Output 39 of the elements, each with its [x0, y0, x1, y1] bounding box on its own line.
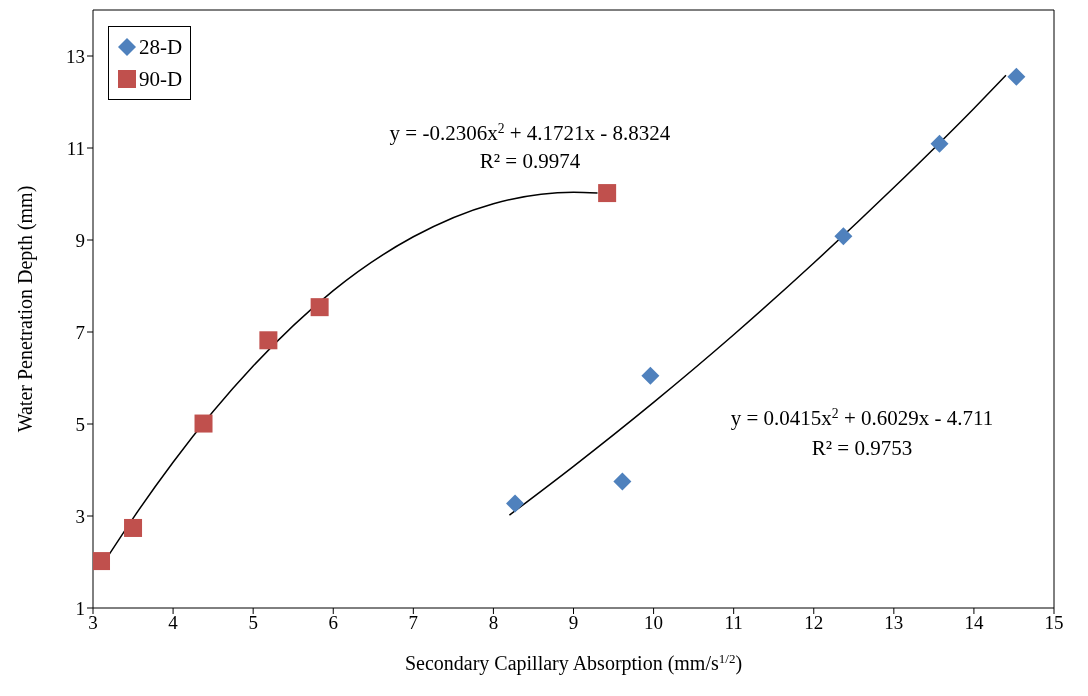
legend-label: 28-D: [139, 34, 183, 61]
annotation: R² = 0.9974: [479, 149, 581, 173]
x-tick-label: 4: [168, 612, 179, 634]
point: [598, 184, 617, 203]
x-tick-label: 6: [328, 612, 338, 634]
y-tick-label: 5: [75, 413, 85, 435]
annotation: R² = 0.9753: [811, 436, 913, 460]
x-tick-label: 13: [884, 612, 904, 634]
point: [310, 298, 329, 317]
y-tick-label: 9: [75, 229, 85, 251]
y-tick-label: 3: [75, 505, 85, 527]
x-tick-label: 11: [724, 612, 743, 634]
x-tick-label: 15: [1044, 612, 1064, 634]
point: [194, 414, 213, 433]
point: [834, 227, 853, 246]
x-tick-label: 5: [248, 612, 258, 634]
x-tick-label: 8: [488, 612, 499, 634]
point: [930, 134, 949, 153]
x-tick-label: 14: [964, 612, 984, 634]
point: [641, 366, 660, 385]
x-tick-label: 7: [408, 612, 419, 634]
y-tick-label: 13: [66, 45, 85, 67]
x-tick-label: 9: [568, 612, 579, 634]
x-tick-label: 10: [644, 612, 664, 634]
x-tick-label: 12: [804, 612, 824, 634]
y-tick-label: 1: [75, 597, 85, 619]
x-axis-title: Secondary Capillary Absorption (mm/s$^{1/2}$): [404, 650, 743, 675]
legend-label: 90-D: [139, 66, 183, 93]
annotation: y = -0.2306x$^{2}$ + 4.1721x - 8.8324: [389, 120, 671, 145]
point: [1007, 67, 1026, 86]
point: [93, 552, 111, 571]
point: [506, 494, 525, 513]
y-tick-label: 7: [75, 321, 85, 343]
y-tick-label: 11: [66, 137, 85, 159]
point: [124, 518, 143, 537]
y-axis-title: Water Penetration Depth (mm): [14, 185, 37, 433]
point: [613, 472, 632, 491]
point: [259, 331, 278, 350]
annotation: y = 0.0415x$^{2}$ + 0.6029x - 4.711: [730, 405, 994, 430]
